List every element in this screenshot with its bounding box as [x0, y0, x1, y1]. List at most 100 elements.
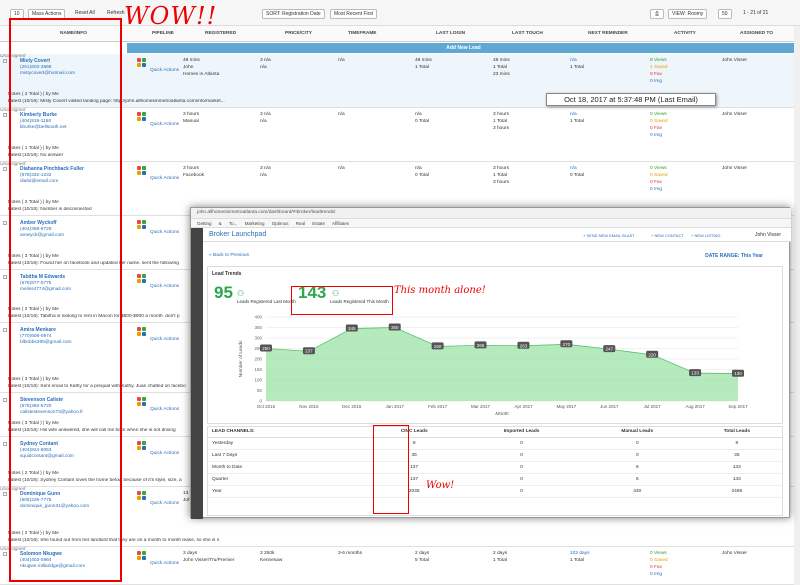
add-icon[interactable]: + [138, 443, 141, 449]
add-icon[interactable]: + [138, 329, 141, 335]
add-icon[interactable]: + [138, 553, 141, 559]
quick-actions-link[interactable]: Quick Actions [150, 561, 180, 566]
lead-email[interactable]: meliss4774@gmail.com [20, 287, 71, 292]
lead-email[interactable]: mistycovert@hotmail.com [20, 71, 75, 76]
row-checkbox[interactable] [3, 398, 7, 402]
col-timeframe[interactable]: Timeframe [348, 31, 377, 36]
add-icon[interactable]: + [138, 399, 141, 405]
bookmark-item[interactable]: Optimus Real Estate [271, 221, 326, 226]
lead-email[interactable]: amwyck@gmail.com [20, 233, 65, 238]
notes-link[interactable]: Notes ( 3 Total ) | by Me [8, 421, 59, 426]
notes-link[interactable]: Notes ( 2 Total ) | by Me [8, 307, 59, 312]
count-select[interactable]: 10 [10, 9, 24, 19]
lead-phone[interactable]: (678)360-6720 [20, 404, 52, 409]
lead-phone[interactable]: (770)608-0974 [20, 334, 52, 339]
view-select[interactable]: VIEW: Roomy [668, 9, 708, 19]
quick-actions-link[interactable]: Quick Actions [150, 176, 180, 181]
lead-phone[interactable]: (404)403-0964 [20, 558, 52, 563]
back-link[interactable]: « Back to Previous [209, 253, 249, 258]
lead-name[interactable]: Amira Menkare [20, 327, 56, 333]
bookmark-item[interactable]: Marketing [244, 221, 265, 226]
address-bar[interactable]: john.allhomesinmetroatlanta.com/dashboar… [191, 208, 791, 219]
col-pipeline[interactable]: Pipeline [152, 31, 174, 36]
lead-email[interactable]: nkugwe.millaridge@gmail.com [20, 564, 86, 569]
lead-email[interactable]: squidcontant@gmail.com [20, 454, 74, 459]
add-new-lead-bar[interactable]: Add New Lead [127, 43, 800, 53]
new-contact-link[interactable]: + NEW CONTACT [651, 233, 684, 238]
per-page-select[interactable]: 50 [718, 9, 732, 19]
quick-actions-link[interactable]: Quick Actions [150, 451, 180, 456]
notes-link[interactable]: Notes ( 2 Total ) | by Me [8, 471, 59, 476]
quick-actions-link[interactable]: Quick Actions [150, 337, 180, 342]
quick-actions-link[interactable]: Quick Actions [150, 501, 180, 506]
new-email-blast-link[interactable]: + SEND NEW EMAIL BLAST [583, 233, 635, 238]
refresh-button[interactable]: Refresh [107, 10, 125, 16]
add-icon[interactable]: + [138, 493, 141, 499]
quick-actions-link[interactable]: Quick Actions [150, 407, 180, 412]
quick-actions-link[interactable]: Quick Actions [150, 284, 180, 289]
notes-link[interactable]: Notes ( 2 Total ) | by Me [8, 92, 59, 97]
bookmark-item[interactable]: Getting & To... [197, 221, 238, 226]
lead-name[interactable]: Tabitha M Edwards [20, 274, 66, 280]
lead-name[interactable]: Amber Wyckoff [20, 220, 57, 226]
row-checkbox[interactable] [3, 167, 7, 171]
quick-actions-link[interactable]: Quick Actions [150, 68, 180, 73]
lead-email[interactable]: blbnbbs365@gmail.com [20, 340, 72, 345]
lead-name[interactable]: Solomon Nkugwe [20, 551, 62, 557]
sort-select[interactable]: SORT: Registration Date [262, 9, 325, 19]
lead-phone[interactable]: (505)226-7775 [20, 498, 52, 503]
row-checkbox[interactable] [3, 59, 7, 63]
lead-phone[interactable]: (678)877-0775 [20, 281, 52, 286]
row-checkbox[interactable] [3, 552, 7, 556]
add-icon[interactable]: + [138, 276, 141, 282]
user-menu[interactable]: John Visser [754, 232, 781, 238]
lead-name[interactable]: Kimberly Burke [20, 112, 57, 118]
lead-name[interactable]: Misty Covert [20, 58, 51, 64]
col-last-touch[interactable]: Last Touch [512, 31, 543, 36]
lead-name[interactable]: Stevenson Caliste [20, 397, 64, 403]
notes-link[interactable]: Notes ( 2 Total ) | by Me [8, 531, 59, 536]
col-last-login[interactable]: Last Login [436, 31, 466, 36]
add-icon[interactable]: + [138, 114, 141, 120]
reset-all-button[interactable]: Reset All [75, 10, 95, 16]
vertical-scrollbar[interactable] [794, 26, 800, 585]
row-checkbox[interactable] [3, 221, 7, 225]
print-icon[interactable]: ⎙ [650, 9, 664, 19]
lead-email[interactable]: diaful@email.com [20, 179, 59, 184]
row-checkbox[interactable] [3, 442, 7, 446]
lead-name[interactable]: Diahanna Pinchback Fuller [20, 166, 84, 172]
lead-name[interactable]: Sydney Contant [20, 441, 59, 447]
row-checkbox[interactable] [3, 492, 7, 496]
sort-order-select[interactable]: Most Recent First [330, 9, 378, 19]
lead-email[interactable]: calistestevenson73@yahoo.fr [20, 410, 84, 415]
add-icon[interactable]: + [138, 168, 141, 174]
notes-link[interactable]: Notes ( 2 Total ) | by Me [8, 200, 59, 205]
new-listing-link[interactable]: + NEW LISTING [691, 233, 721, 238]
quick-actions-link[interactable]: Quick Actions [150, 122, 180, 127]
row-checkbox[interactable] [3, 113, 7, 117]
row-checkbox[interactable] [3, 328, 7, 332]
lead-phone[interactable]: (251)603-3868 [20, 65, 52, 70]
lead-phone[interactable]: (404)824-8053 [20, 448, 52, 453]
add-icon[interactable]: + [138, 60, 141, 66]
add-icon[interactable]: + [138, 222, 141, 228]
col-price[interactable]: Price/City [285, 31, 312, 36]
row-checkbox[interactable] [3, 275, 7, 279]
quick-actions-link[interactable]: Quick Actions [150, 230, 180, 235]
lead-name[interactable]: Dominique Gunn [20, 491, 61, 497]
notes-link[interactable]: Notes ( 3 Total ) | by Me [8, 254, 59, 259]
date-range-select[interactable]: DATE RANGE: This Year [705, 253, 763, 259]
notes-link[interactable]: Notes ( 1 Total ) | by Me [8, 146, 59, 151]
col-activity[interactable]: Activity [674, 31, 696, 36]
col-next-reminder[interactable]: Next Reminder [588, 31, 628, 36]
lead-phone[interactable]: (678)332-1232 [20, 173, 52, 178]
col-registered[interactable]: Registered [205, 31, 237, 36]
lead-phone[interactable]: (404)918-1160 [20, 119, 52, 124]
col-name[interactable]: Name/Info [60, 31, 87, 36]
mass-actions-button[interactable]: Mass Actions [28, 9, 66, 19]
notes-link[interactable]: Notes ( 3 Total ) | by Me [8, 377, 59, 382]
lead-phone[interactable]: (404)358-9729 [20, 227, 52, 232]
bookmark-item[interactable]: Affiliates [332, 221, 349, 226]
lead-email[interactable]: kburke@bellsouth.net [20, 125, 67, 130]
col-assigned[interactable]: Assigned To [740, 31, 773, 36]
